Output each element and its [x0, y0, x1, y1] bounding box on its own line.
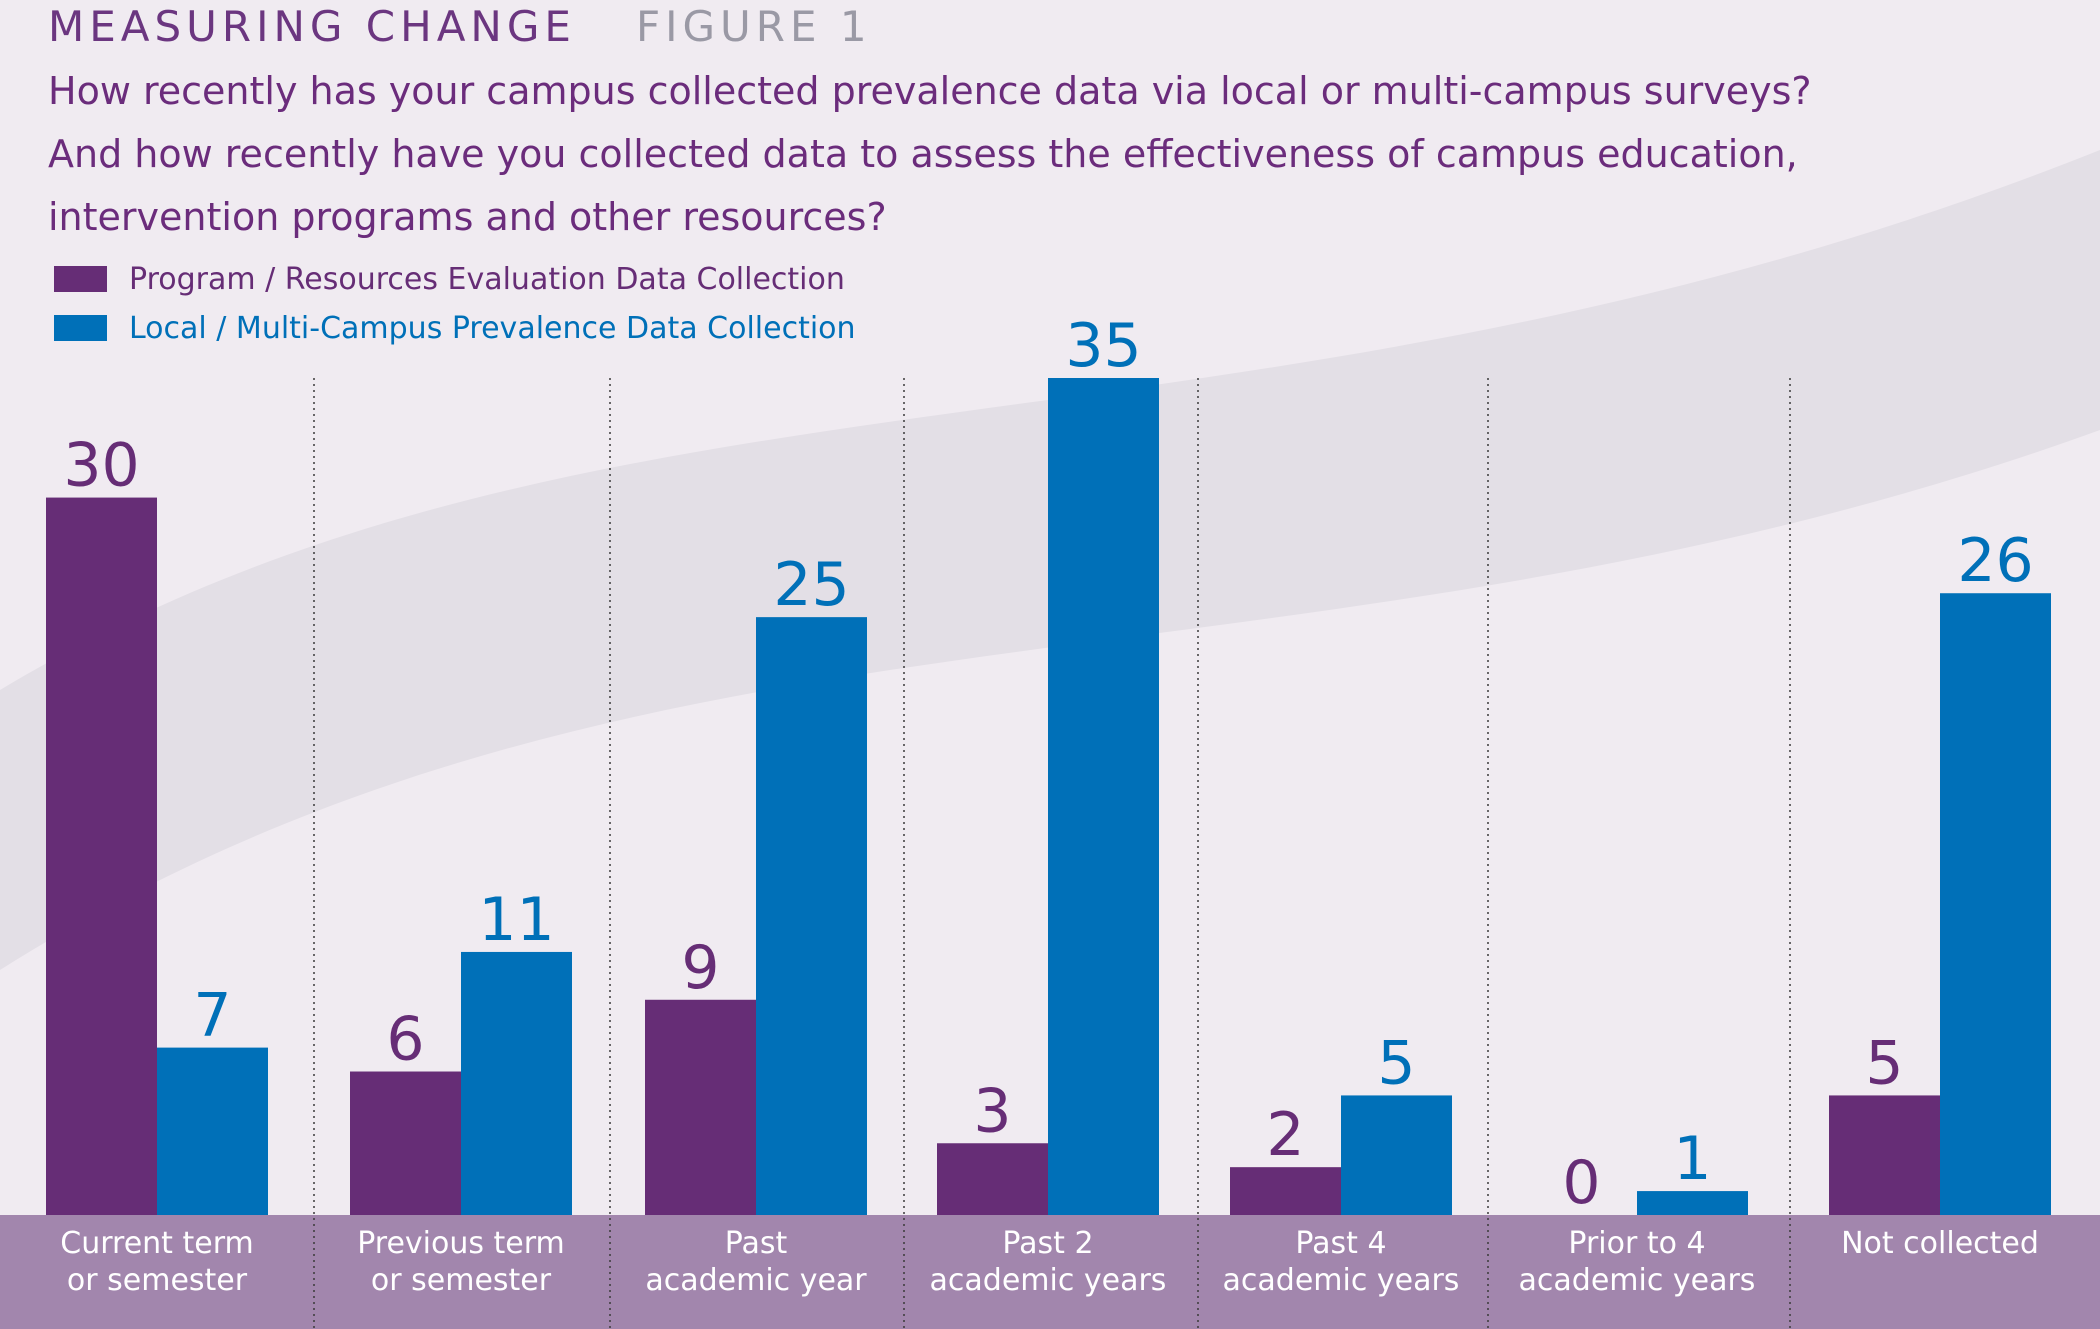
data-label: 11	[478, 885, 554, 955]
category-label: academic years	[1223, 1263, 1460, 1298]
bar-prevalence	[1048, 378, 1159, 1215]
chart-title-line: And how recently have you collected data…	[48, 132, 1798, 176]
bar-program	[46, 497, 157, 1216]
bar-prevalence	[157, 1047, 268, 1215]
figure-number: FIGURE 1	[635, 2, 872, 51]
data-label: 26	[1957, 526, 2033, 596]
category-label: Past 4	[1295, 1226, 1386, 1261]
category-label: Previous term	[357, 1226, 565, 1261]
figure-header: MEASURING CHANGE FIGURE 1	[48, 2, 872, 51]
figure-kicker: MEASURING CHANGE	[48, 2, 576, 51]
bar-prevalence	[1940, 593, 2051, 1215]
data-label: 3	[973, 1076, 1011, 1146]
bar-prevalence	[461, 951, 572, 1215]
category-label: Past	[725, 1226, 788, 1261]
data-label: 25	[773, 550, 849, 620]
bar-program	[937, 1143, 1048, 1215]
data-label: 6	[386, 1005, 424, 1075]
data-label: 35	[1065, 311, 1141, 381]
legend-item-prevalence: Local / Multi-Campus Prevalence Data Col…	[54, 310, 856, 346]
bar-program	[1829, 1095, 1940, 1215]
bar-program	[350, 1071, 461, 1215]
category-label: academic year	[645, 1263, 867, 1298]
category-label: Current term	[60, 1226, 253, 1261]
category-label: Prior to 4	[1568, 1226, 1705, 1261]
bar-prevalence	[1341, 1095, 1452, 1215]
data-label: 7	[193, 981, 231, 1051]
chart-title-line: How recently has your campus collected p…	[48, 69, 1812, 113]
data-label: 5	[1865, 1028, 1903, 1098]
bar-program	[1230, 1167, 1341, 1215]
legend-label-prevalence: Local / Multi-Campus Prevalence Data Col…	[129, 310, 856, 346]
bar-program	[645, 999, 756, 1215]
data-label: 2	[1266, 1100, 1304, 1170]
data-label: 1	[1673, 1124, 1711, 1194]
data-label: 30	[63, 431, 139, 501]
data-label: 9	[681, 933, 719, 1003]
bar-prevalence	[1637, 1191, 1748, 1215]
category-label: Past 2	[1002, 1226, 1093, 1261]
category-label: academic years	[930, 1263, 1167, 1298]
legend-swatch-program	[54, 266, 107, 292]
data-label: 5	[1377, 1028, 1415, 1098]
category-label: Not collected	[1841, 1226, 2039, 1261]
legend-swatch-prevalence	[54, 315, 107, 341]
bar-prevalence	[756, 617, 867, 1215]
category-label: academic years	[1519, 1263, 1756, 1298]
chart-title: How recently has your campus collected p…	[48, 60, 1998, 249]
category-label: or semester	[67, 1263, 248, 1298]
legend-item-program: Program / Resources Evaluation Data Coll…	[54, 261, 845, 297]
category-label: or semester	[371, 1263, 552, 1298]
category-band	[0, 1215, 2100, 1329]
data-label: 0	[1562, 1148, 1600, 1218]
chart-title-line: intervention programs and other resource…	[48, 195, 887, 239]
legend-label-program: Program / Resources Evaluation Data Coll…	[129, 261, 845, 297]
